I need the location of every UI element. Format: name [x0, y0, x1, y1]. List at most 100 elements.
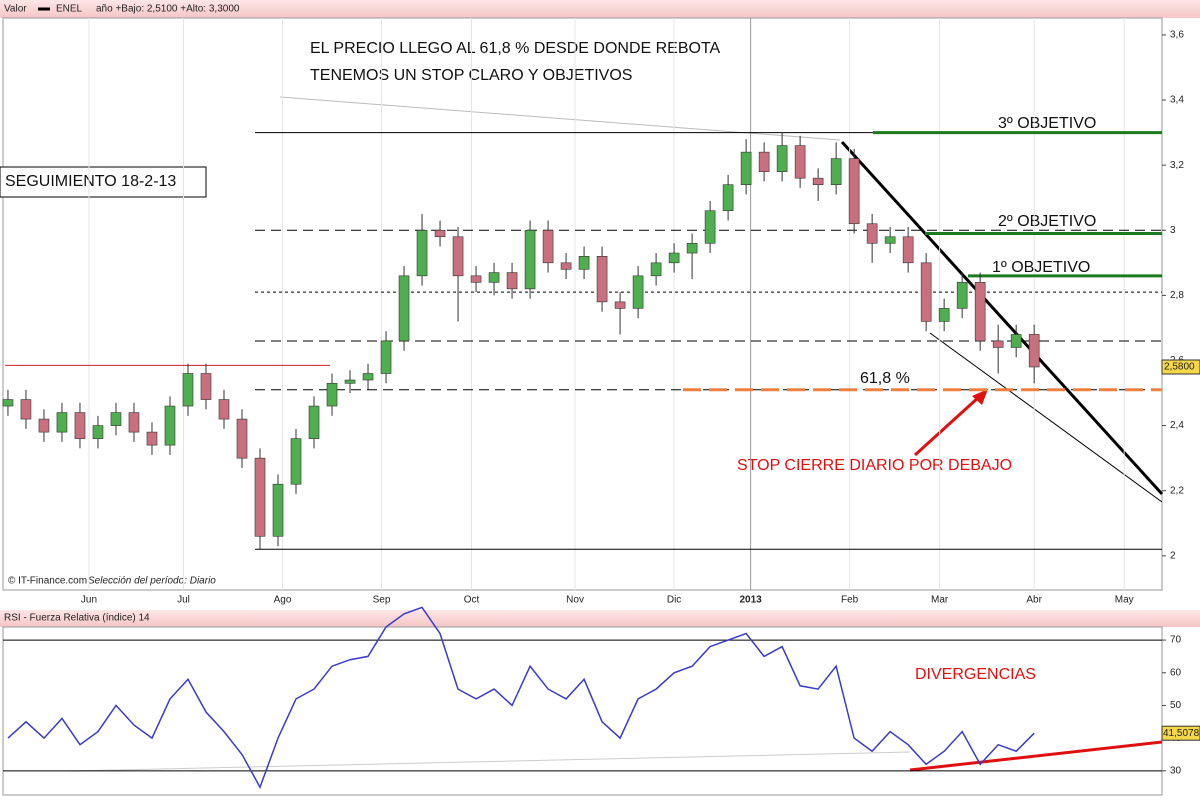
candle-body	[182, 373, 194, 407]
candle-body	[650, 262, 662, 277]
x-tick-label: Mar	[931, 595, 949, 606]
annotation: 1º OBJETIVO	[992, 259, 1090, 276]
candle-body	[830, 158, 842, 185]
candle-body	[488, 272, 500, 283]
y-tick-label: 2,8	[1170, 290, 1184, 301]
candle-body	[632, 275, 644, 309]
annotation-box	[0, 166, 207, 198]
candle-body	[308, 405, 320, 439]
x-tick-label: Jun	[81, 595, 97, 606]
header-range: año +Bajo: 2,5100 +Alto: 3,3000	[96, 4, 240, 15]
candle-body	[776, 145, 788, 172]
candle-body	[614, 301, 626, 309]
header-bar	[0, 0, 1200, 18]
y-tick-label: 3,4	[1170, 95, 1184, 106]
annotation: DIVERGENCIAS	[915, 666, 1036, 683]
candle-body	[38, 418, 50, 433]
candle-body	[578, 256, 590, 270]
candle-body	[434, 229, 446, 238]
arrow	[913, 394, 982, 457]
header-ticker: ENEL	[56, 4, 83, 15]
candle-body	[272, 483, 284, 537]
y-tick-label: 2,2	[1170, 485, 1184, 496]
candle-body	[992, 340, 1004, 348]
candle-body	[110, 412, 122, 426]
candle-body	[974, 282, 986, 342]
candle-body	[560, 262, 572, 270]
candle-body	[1028, 334, 1040, 368]
candle-body	[344, 379, 356, 384]
annotation: SEGUIMIENTO 18-2-13	[5, 173, 176, 190]
candle-body	[362, 373, 374, 381]
x-tick-label: Dic	[667, 595, 681, 606]
candle-body	[884, 236, 896, 244]
annotation: STOP CIERRE DIARIO POR DEBAJO	[737, 457, 1012, 474]
trend-line	[909, 740, 1163, 772]
candle-body	[398, 275, 410, 342]
candle-body	[938, 308, 950, 322]
candle-body	[74, 412, 86, 439]
x-tick-label: Nov	[566, 595, 584, 606]
candle-body	[920, 262, 932, 322]
x-tick-label: Ago	[274, 595, 292, 606]
candle-body	[326, 382, 338, 407]
candle-body	[290, 438, 302, 485]
candle-body	[758, 151, 770, 172]
trend-line	[69, 751, 911, 772]
candle-body	[794, 145, 806, 179]
main-panel	[2, 17, 1163, 591]
rsi-header-bar	[0, 610, 1200, 627]
annotation: 2º OBJETIVO	[998, 213, 1096, 230]
arrow-head	[972, 389, 988, 405]
candle-body	[866, 223, 878, 244]
candle-body	[128, 412, 140, 433]
x-tick-label: Oct	[464, 595, 480, 606]
candle-body	[722, 184, 734, 212]
annotation: 3º OBJETIVO	[998, 115, 1096, 132]
candle-body	[380, 340, 392, 374]
trend-line	[840, 140, 1164, 496]
candle-body	[902, 236, 914, 264]
last-value-box	[1161, 725, 1200, 741]
candle-body	[2, 399, 14, 407]
candle-body	[524, 229, 536, 290]
x-tick-label: Feb	[841, 595, 859, 606]
rsi-title: RSI - Fuerza Relativa (índice) 14	[4, 613, 150, 624]
x-tick-label: Jul	[177, 595, 190, 606]
rsi-panel	[2, 626, 1163, 796]
footer-period: Selección del período: Diario	[88, 576, 216, 587]
candle-body	[20, 399, 32, 420]
candle-body	[812, 177, 824, 185]
candle-body	[56, 412, 68, 433]
y-tick-label: 2	[1170, 550, 1176, 561]
header-valor: Valor	[4, 4, 27, 15]
candle-body	[164, 405, 176, 446]
candle-body	[92, 425, 104, 439]
candle-body	[470, 275, 482, 283]
candle-body	[596, 256, 608, 303]
x-tick-label: 2013	[739, 595, 762, 606]
y-tick-label: 3	[1170, 225, 1176, 236]
y-tick-label: 70	[1170, 635, 1182, 646]
candle-body	[686, 242, 698, 254]
last-price-box	[1161, 359, 1200, 375]
y-tick-label: 60	[1170, 667, 1182, 678]
candle-body	[416, 229, 428, 277]
candle-body	[542, 229, 554, 264]
candle-body	[200, 373, 212, 400]
candle-body	[236, 418, 248, 459]
rsi-line	[7, 606, 1035, 790]
candle-body	[254, 457, 266, 537]
candle-body	[452, 236, 464, 277]
candle-body	[668, 252, 680, 264]
y-tick-label: 3,2	[1170, 160, 1184, 171]
y-tick-label: 3,6	[1170, 30, 1184, 41]
candle-body	[218, 399, 230, 420]
annotation: EL PRECIO LLEGO AL 61,8 % DESDE DONDE RE…	[310, 40, 721, 57]
candle-body	[146, 431, 158, 446]
x-tick-label: Sep	[373, 595, 391, 606]
last-value-label: 41,5078	[1163, 728, 1200, 739]
last-price-label: 2,5800	[1164, 362, 1195, 373]
